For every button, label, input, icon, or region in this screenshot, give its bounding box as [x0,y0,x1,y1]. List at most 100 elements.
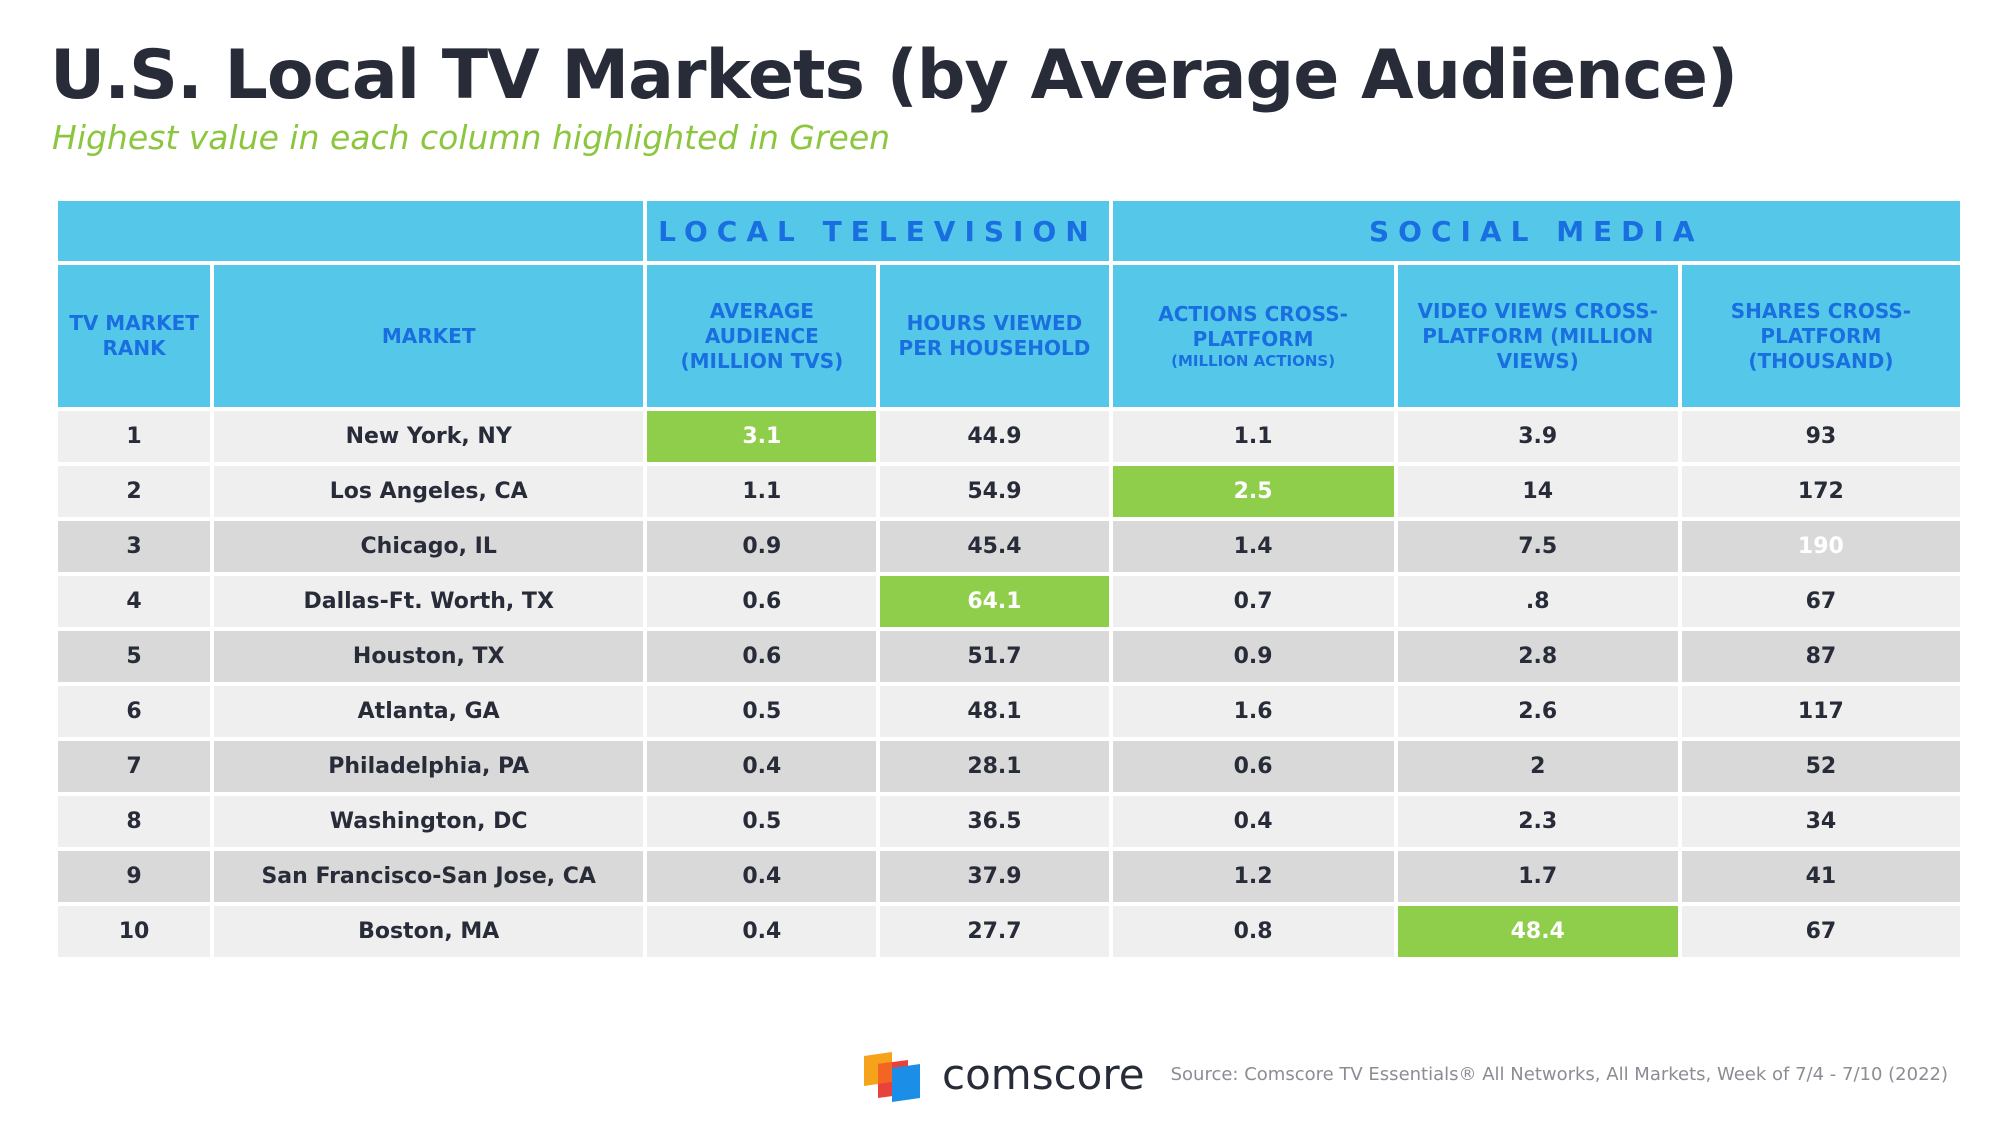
table-cell: 3.9 [1393,407,1682,466]
column-header-text: TV MARKET RANK [69,311,199,360]
table-cell: 9 [53,847,215,906]
table-cell: 3 [53,517,215,576]
table-cell: 10 [53,902,215,961]
brand-logo [864,1052,920,1102]
table-cell: 0.6 [643,572,881,631]
table-row: 10 Boston, MA 0.4 27.7 0.8 48.4 67 [53,902,1965,961]
table-cell: 64.1 [876,572,1113,631]
column-header-text: VIDEO VIEWS CROSS-PLATFORM (MILLION VIEW… [1417,298,1658,373]
table-row: 8 Washington, DC 0.5 36.5 0.4 2.3 34 [53,792,1965,851]
group-header: LOCAL TELEVISION [643,197,1113,265]
table-cell: 0.6 [1108,737,1398,796]
table-cell: 6 [53,682,215,741]
group-header-row: LOCAL TELEVISION SOCIAL MEDIA [53,197,1965,265]
table-cell: 1.4 [1108,517,1398,576]
table-cell: Dallas-Ft. Worth, TX [210,572,648,631]
table-cell: 44.9 [876,407,1113,466]
table-cell: Atlanta, GA [210,682,648,741]
table-cell: 0.9 [643,517,881,576]
column-header-text: MARKET [381,323,476,348]
column-header: HOURS VIEWED PER HOUSEHOLD [876,261,1113,411]
table-cell: 2.6 [1393,682,1682,741]
table-body: 1 New York, NY 3.1 44.9 1.1 3.9 93 2 Los Angeles… [53,407,1965,961]
table-cell: 0.7 [1108,572,1398,631]
table-cell: 37.9 [876,847,1113,906]
table-row: 9 San Francisco-San Jose, CA 0.4 37.9 1.2 1.7… [53,847,1965,906]
table-cell: 117 [1677,682,1965,741]
table-cell: 190 [1677,517,1965,576]
table-cell: 0.4 [1108,792,1398,851]
table-cell: 1.7 [1393,847,1682,906]
table-row: 6 Atlanta, GA 0.5 48.1 1.6 2.6 117 [53,682,1965,741]
table-row: 5 Houston, TX 0.6 51.7 0.9 2.8 87 [53,627,1965,686]
table-cell: 0.9 [1108,627,1398,686]
table-cell: 54.9 [876,462,1113,521]
table-cell: 2.5 [1108,462,1398,521]
table-cell: Boston, MA [210,902,648,961]
table-cell: Los Angeles, CA [210,462,648,521]
column-header: SHARES CROSS-PLATFORM (THOUSAND) [1677,261,1965,411]
subtitle: Highest value in each column highlighted… [52,118,891,157]
column-header-text: HOURS VIEWED PER HOUSEHOLD [898,311,1091,360]
table-cell: 3.1 [643,407,881,466]
table-cell: 41 [1677,847,1965,906]
table-cell: 1.2 [1108,847,1398,906]
table-row: 7 Philadelphia, PA 0.4 28.1 0.6 2 52 [53,737,1965,796]
table-cell: 0.5 [643,792,881,851]
table-cell: New York, NY [210,407,648,466]
table-cell: 87 [1677,627,1965,686]
column-header-row: TV MARKET RANK MARKET AVERAGE AUDIENCE (MI… [53,261,1965,411]
table-cell: 4 [53,572,215,631]
table-cell: Chicago, IL [210,517,648,576]
table-cell: 0.6 [643,627,881,686]
table-cell: 45.4 [876,517,1113,576]
table-cell: 48.1 [876,682,1113,741]
table-cell: 52 [1677,737,1965,796]
title: U.S. Local TV Markets (by Average Audien… [50,36,1738,115]
table-row: 2 Los Angeles, CA 1.1 54.9 2.5 14 172 [53,462,1965,521]
table-cell: 0.8 [1108,902,1398,961]
table-cell: 172 [1677,462,1965,521]
table-cell: .8 [1393,572,1682,631]
table-cell: 8 [53,792,215,851]
table-cell: 5 [53,627,215,686]
table-cell: 0.5 [643,682,881,741]
table-row: 4 Dallas-Ft. Worth, TX 0.6 64.1 0.7.8 67 [53,572,1965,631]
table-cell: 51.7 [876,627,1113,686]
table-cell: San Francisco-San Jose, CA [210,847,648,906]
table-row: 3 Chicago, IL 0.9 45.4 1.4 7.5 190 [53,517,1965,576]
table-cell: 2 [1393,737,1682,796]
column-header: MARKET [210,261,648,411]
column-header: AVERAGE AUDIENCE (MILLION TVS) [643,261,881,411]
table-cell: 2 [53,462,215,521]
column-header: VIDEO VIEWS CROSS-PLATFORM (MILLION VIEW… [1393,261,1682,411]
table-cell: 93 [1677,407,1965,466]
column-header-text: ACTIONS CROSS-PLATFORM [1158,302,1348,351]
table-cell: 1.1 [1108,407,1398,466]
table-cell: Houston, TX [210,627,648,686]
group-header: SOCIAL MEDIA [1108,197,1965,265]
table-cell: 2.8 [1393,627,1682,686]
table-cell: 27.7 [876,902,1113,961]
table-cell: 34 [1677,792,1965,851]
table-cell: 0.4 [643,737,881,796]
table-cell: Washington, DC [210,792,648,851]
table-cell: 7.5 [1393,517,1682,576]
source-note: Source: Comscore TV Essentials® All Netw… [1170,1064,1948,1085]
table-cell: 28.1 [876,737,1113,796]
table-cell: 67 [1677,902,1965,961]
table-cell: 1 [53,407,215,466]
table-cell: 36.5 [876,792,1113,851]
column-header: ACTIONS CROSS-PLATFORM (MILLION ACTIONS) [1108,261,1398,411]
column-header-text: AVERAGE AUDIENCE (MILLION TVS) [680,298,844,373]
table-cell: Philadelphia, PA [210,737,648,796]
table-cell: 1.6 [1108,682,1398,741]
brand-name: comscore [942,1050,1145,1099]
table-cell: 0.4 [643,902,881,961]
table-cell: 0.4 [643,847,881,906]
table-cell: 14 [1393,462,1682,521]
group-header-blank [53,197,648,265]
table-cell: 1.1 [643,462,881,521]
